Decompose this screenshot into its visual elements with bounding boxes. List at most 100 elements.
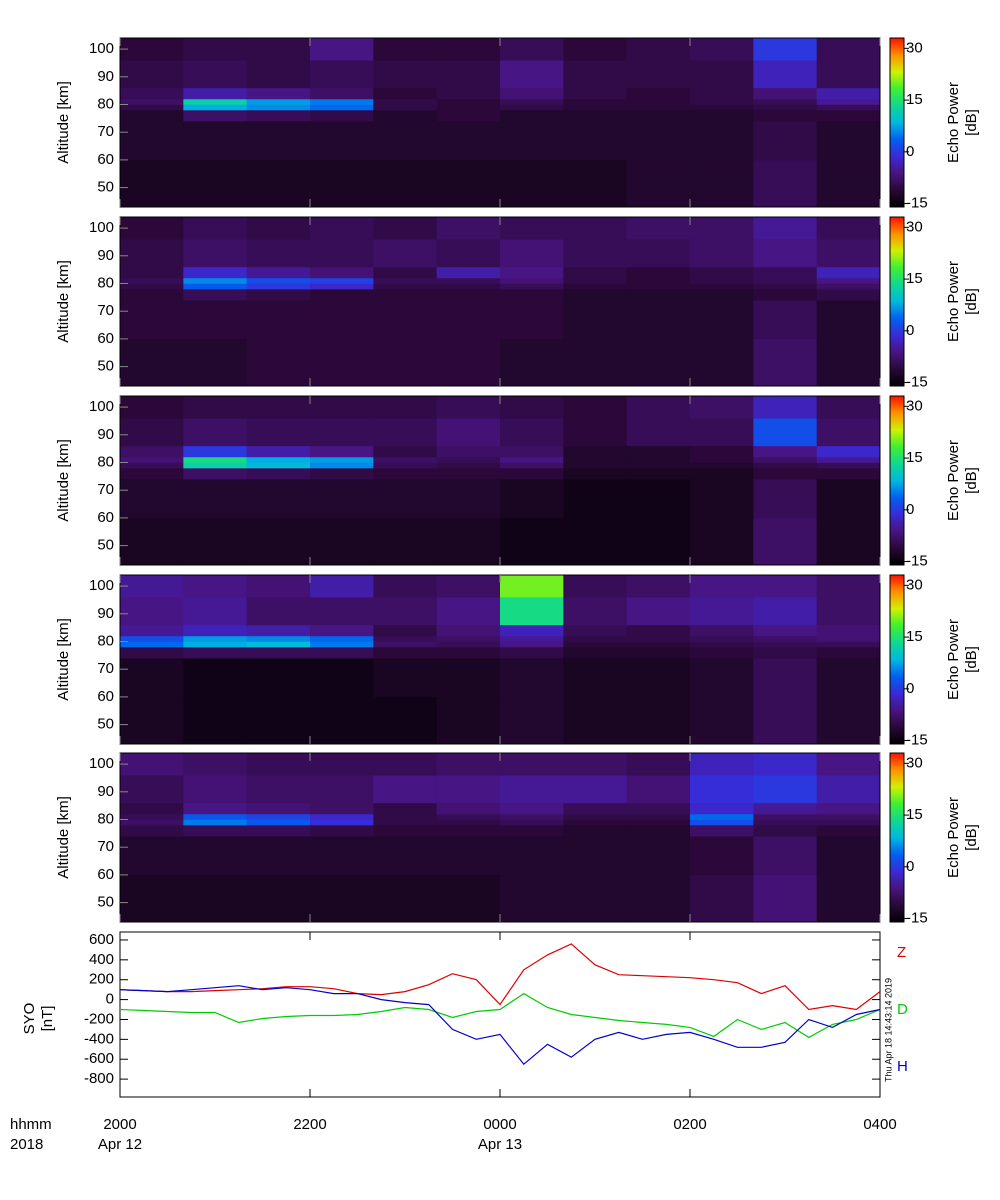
cell — [626, 121, 691, 161]
cell — [183, 641, 247, 648]
cell — [690, 121, 754, 161]
cell — [753, 696, 817, 745]
cell — [626, 775, 691, 804]
cell — [436, 825, 501, 837]
cell — [563, 87, 627, 100]
y-tick-label: 100 — [89, 755, 114, 772]
cell — [373, 635, 437, 642]
cell — [563, 418, 627, 447]
cell — [373, 753, 437, 776]
cell — [373, 266, 437, 279]
cell — [626, 239, 691, 268]
cell — [246, 338, 311, 387]
cell — [120, 38, 184, 61]
colorbar-label: [dB] — [963, 288, 980, 315]
colorbar — [889, 395, 905, 566]
colorbar-tick-label: 0 — [906, 680, 914, 697]
cell — [690, 60, 754, 89]
cell — [626, 418, 691, 447]
cell — [500, 813, 564, 820]
cell — [563, 825, 627, 837]
cell — [373, 517, 437, 566]
x-tick-label: 2200 — [293, 1116, 326, 1133]
cell — [183, 819, 247, 826]
y-tick-label: -200 — [84, 1010, 114, 1027]
cell — [690, 445, 754, 458]
x-tick-label: 2000 — [103, 1116, 136, 1133]
cell — [436, 462, 501, 469]
cell — [310, 825, 374, 837]
cell — [563, 266, 627, 279]
cell — [436, 813, 501, 820]
cell — [310, 159, 374, 208]
cell — [120, 624, 184, 637]
cell — [500, 266, 564, 279]
cell — [246, 635, 311, 642]
cell — [183, 462, 247, 469]
cell — [626, 802, 691, 815]
y-axis-label: Altitude [km] — [55, 618, 72, 701]
cell — [373, 110, 437, 122]
y-tick-label: 80 — [97, 95, 114, 112]
cell — [626, 456, 691, 463]
cell — [690, 753, 754, 776]
cell — [373, 217, 437, 240]
cell — [500, 239, 564, 268]
cell — [310, 462, 374, 469]
colorbar-label: Echo Power — [945, 261, 962, 342]
cell — [816, 658, 881, 698]
colorbar-tick-label: 30 — [906, 576, 923, 593]
cell — [500, 641, 564, 648]
cell — [436, 121, 501, 161]
cell — [563, 647, 627, 659]
y-tick-label: 200 — [89, 971, 114, 988]
cell — [500, 98, 564, 105]
cell — [563, 60, 627, 89]
y-tick-label: 90 — [97, 247, 114, 264]
cell — [246, 110, 311, 122]
cell — [310, 38, 374, 61]
colorbar-label: Echo Power — [945, 440, 962, 521]
y-axis-label: Altitude [km] — [55, 796, 72, 879]
cell — [373, 60, 437, 89]
x-unit-label: 2018 — [10, 1136, 43, 1153]
cell — [120, 289, 184, 301]
cell — [120, 647, 184, 659]
cell — [310, 819, 374, 826]
cell — [563, 338, 627, 387]
cell — [246, 300, 311, 340]
cell — [436, 624, 501, 637]
cell — [690, 479, 754, 519]
y-tick-label: 60 — [97, 330, 114, 347]
cell — [626, 624, 691, 637]
cell — [310, 597, 374, 626]
cell — [246, 217, 311, 240]
cell — [436, 647, 501, 659]
cell — [436, 104, 501, 111]
cell — [690, 396, 754, 419]
cell — [563, 104, 627, 111]
cell — [373, 813, 437, 820]
cell — [310, 418, 374, 447]
cell — [690, 836, 754, 876]
y-axis-label: SYO — [21, 1003, 38, 1035]
cell — [246, 825, 311, 837]
cell — [753, 775, 817, 804]
cell — [753, 98, 817, 105]
cell — [626, 836, 691, 876]
cell — [500, 60, 564, 89]
timestamp: Thu Apr 18 14:43:14 2019 — [883, 978, 893, 1082]
cell — [310, 647, 374, 659]
cell — [310, 396, 374, 419]
cell — [690, 802, 754, 815]
cell — [626, 87, 691, 100]
cell — [120, 813, 184, 820]
cell — [310, 104, 374, 111]
cell — [183, 239, 247, 268]
cell — [310, 217, 374, 240]
cell — [626, 479, 691, 519]
cell — [816, 110, 881, 122]
y-axis-label: Altitude [km] — [55, 439, 72, 522]
cell — [500, 456, 564, 463]
cell — [500, 624, 564, 637]
